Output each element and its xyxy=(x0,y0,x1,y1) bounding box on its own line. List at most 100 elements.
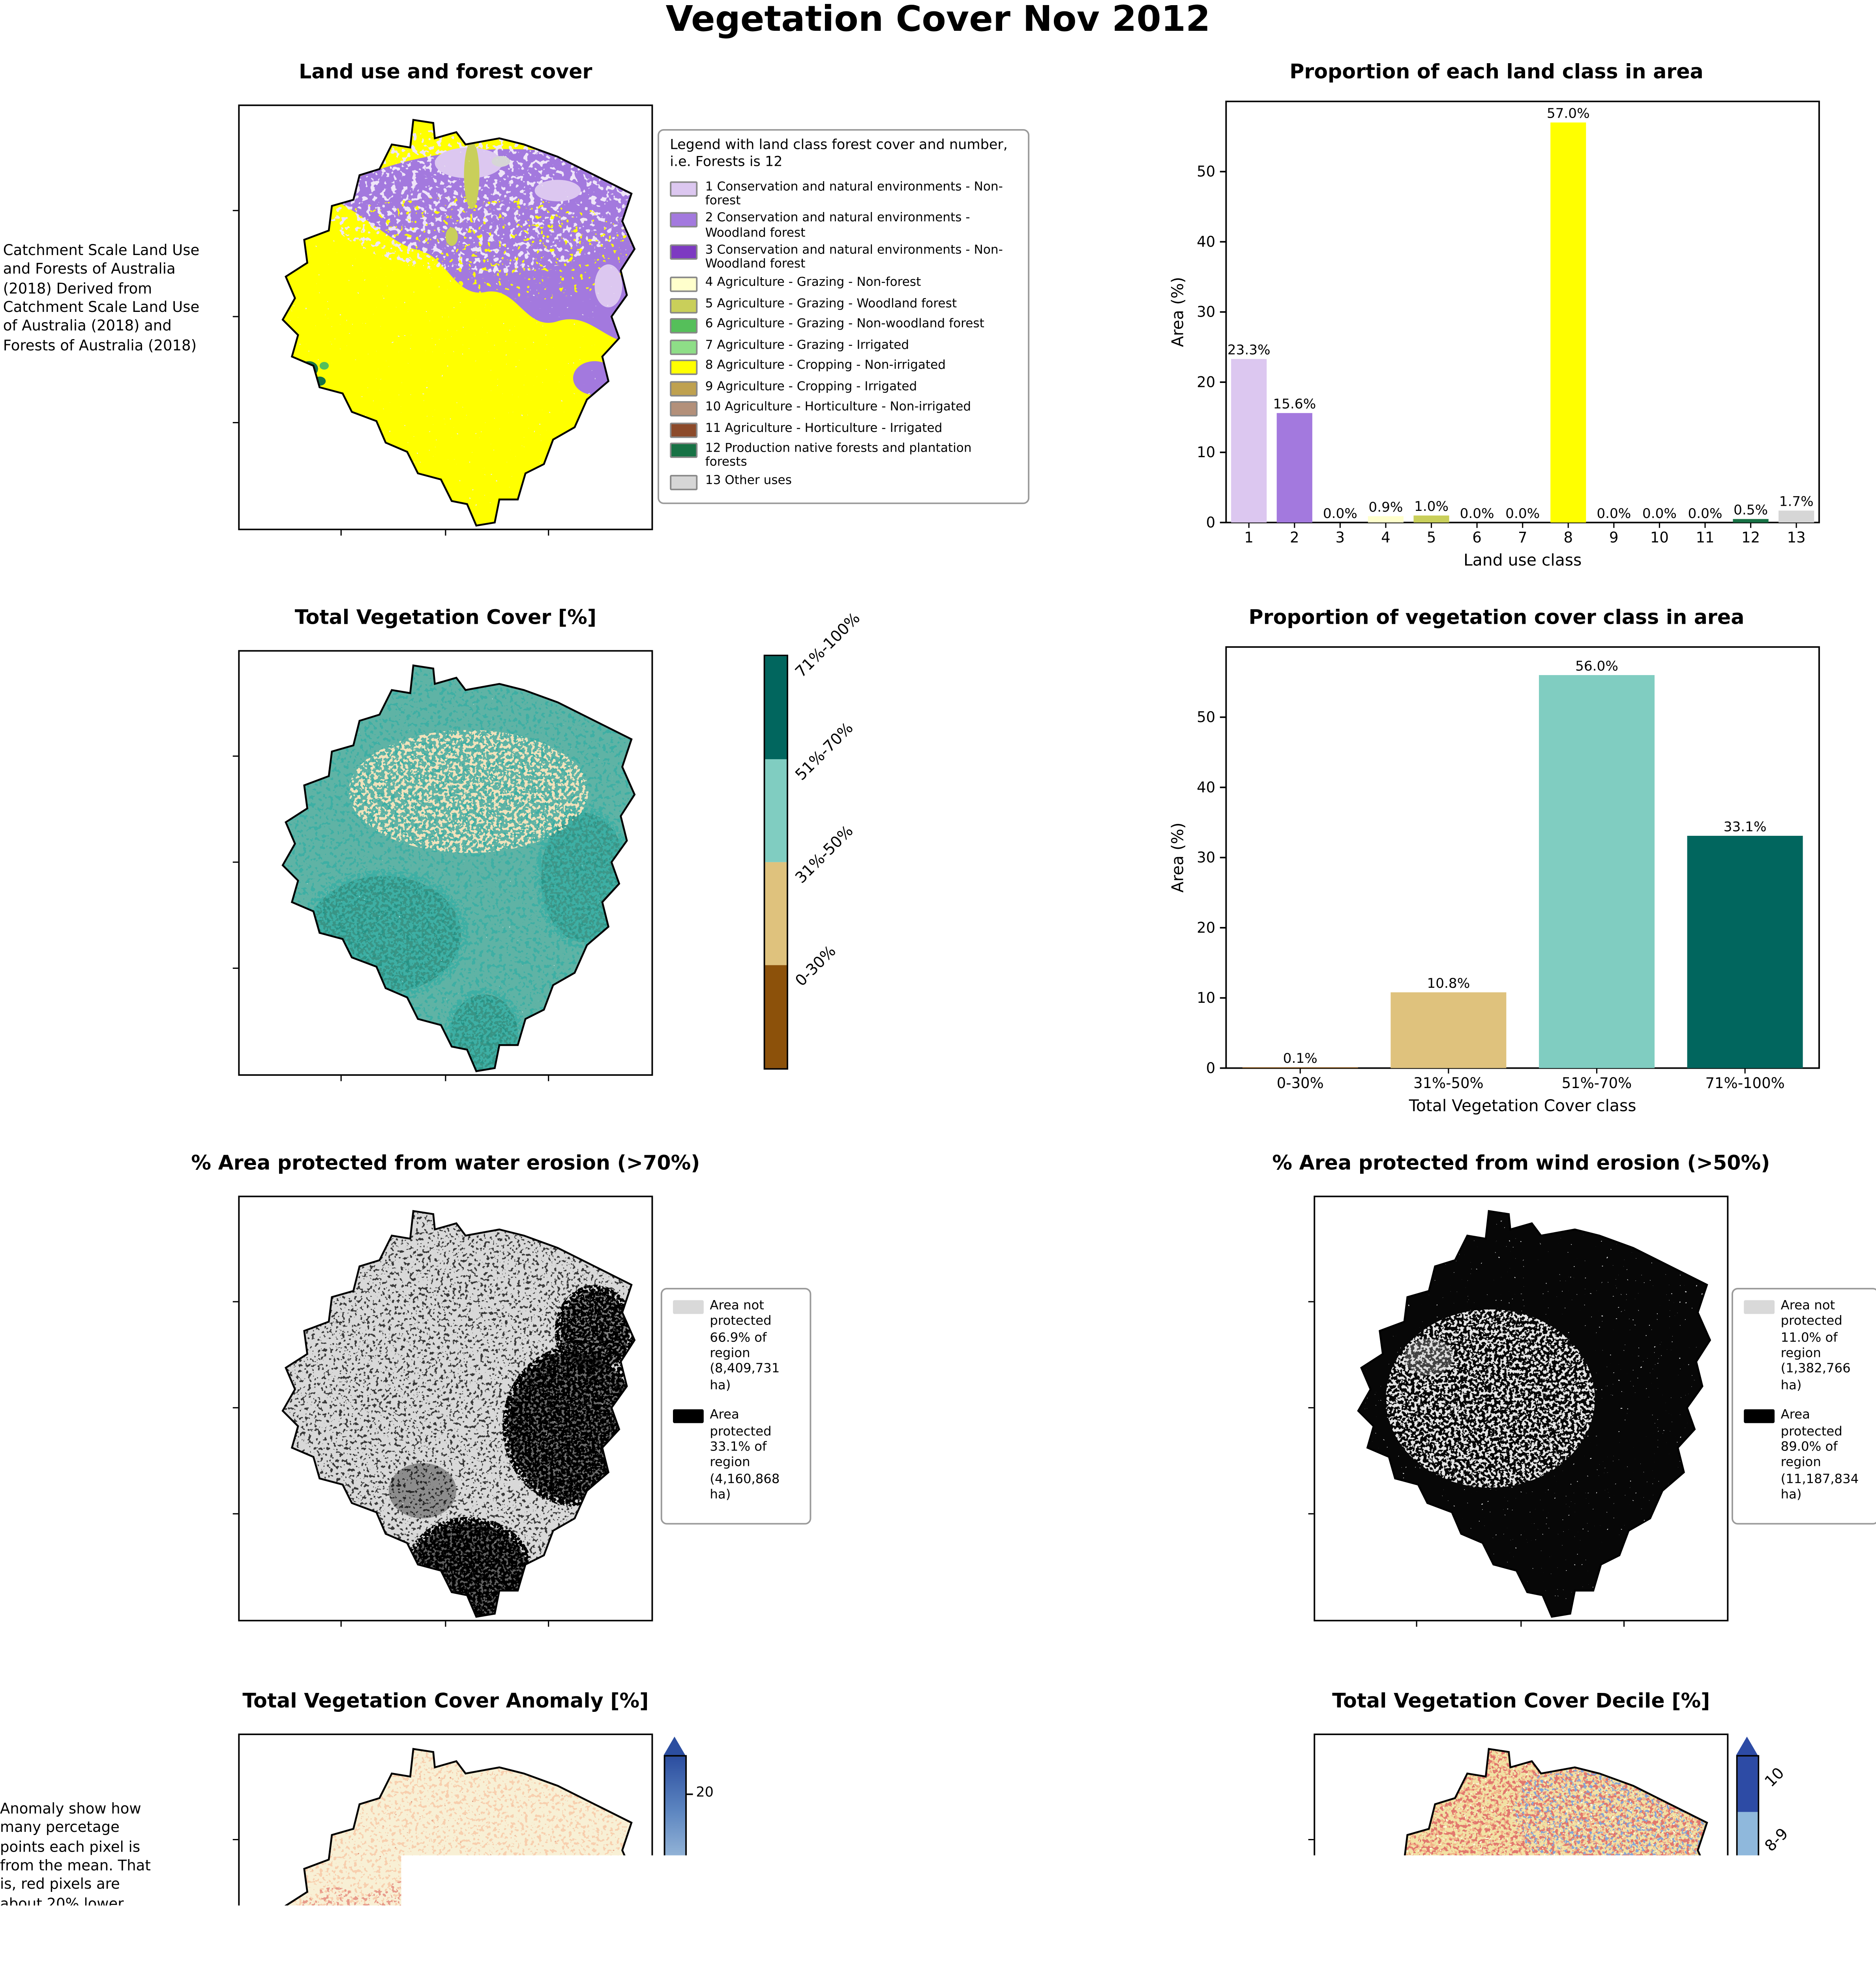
veg-colorbar-segment xyxy=(765,759,787,862)
map-raster xyxy=(238,1734,653,1974)
legend-item: 11 Agriculture - Horticulture - Irrigate… xyxy=(670,420,1017,437)
legend-label: 9 Agriculture - Cropping - Irrigated xyxy=(705,379,1017,396)
decile-colorbar-label: 4-7 xyxy=(1762,1935,1792,1965)
x-tick-label: 6 xyxy=(1472,529,1482,546)
anomaly-map-title: Total Vegetation Cover Anomaly [%] xyxy=(184,1691,707,1713)
bar xyxy=(1550,122,1586,522)
legend-label: Area protected 33.1% of region (4,160,86… xyxy=(710,1406,799,1502)
legend-swatch xyxy=(1744,1409,1775,1423)
map-raster xyxy=(238,1196,653,1621)
y-tick-label: 10 xyxy=(1197,444,1215,461)
y-axis-label: Area (%) xyxy=(1168,277,1187,347)
legend-label: 4 Agriculture - Grazing - Non-forest xyxy=(705,275,1017,292)
veg-colorbar-label: 0-30% xyxy=(793,943,840,990)
wind-erosion-legend-items: Area not protected 11.0% of region (1,38… xyxy=(1744,1297,1867,1502)
legend-item: 7 Agriculture - Grazing - Irrigated xyxy=(670,338,1017,355)
legend-item: 12 Production native forests and plantat… xyxy=(670,441,1017,470)
bar-value-label: 0.0% xyxy=(1688,506,1722,522)
legend-label: 10 Agriculture - Horticulture - Non-irri… xyxy=(705,400,1017,417)
page-title: Vegetation Cover Nov 2012 xyxy=(0,0,1876,40)
colorbar-tick-label: 10 xyxy=(696,1862,714,1877)
bar xyxy=(1733,519,1769,523)
land-use-legend-title: Legend with land class forest cover and … xyxy=(670,138,1017,173)
bar xyxy=(1231,359,1267,522)
legend-swatch xyxy=(670,318,697,334)
legend-item: 2 Conservation and natural environments … xyxy=(670,211,1017,240)
decile-map xyxy=(1314,1734,1728,1974)
x-tick-label: 4 xyxy=(1381,529,1391,546)
legend-item: Area protected 33.1% of region (4,160,86… xyxy=(673,1406,799,1502)
water-erosion-title: % Area protected from water erosion (>70… xyxy=(154,1153,737,1176)
map-speckle-layer xyxy=(1314,1734,1728,1974)
map-graphic xyxy=(238,105,653,530)
legend-label: 7 Agriculture - Grazing - Irrigated xyxy=(705,338,1017,355)
x-tick-label: 71%-100% xyxy=(1705,1075,1785,1092)
legend-swatch xyxy=(670,475,697,490)
decile-note: Deciles show where the pixel value lies … xyxy=(919,1856,1153,1974)
bar xyxy=(1391,992,1506,1068)
legend-label: 12 Production native forests and plantat… xyxy=(705,441,1017,470)
bar-value-label: 0.5% xyxy=(1734,502,1768,518)
map-raster xyxy=(238,105,653,530)
x-tick-label: 1 xyxy=(1244,529,1254,546)
legend-item: 13 Other uses xyxy=(670,473,1017,490)
map-graphic xyxy=(1314,1734,1728,1974)
decile-colorbar-segment xyxy=(1738,1812,1758,1886)
legend-swatch xyxy=(670,339,697,355)
bar-value-label: 0.0% xyxy=(1642,506,1677,522)
bar-value-label: 0.0% xyxy=(1505,506,1540,522)
anomaly-colorbar: 20100-10-20 xyxy=(664,1737,756,1974)
legend-swatch xyxy=(670,381,697,396)
map-graphic xyxy=(238,650,653,1076)
x-tick-label: 0-30% xyxy=(1277,1075,1324,1092)
bar xyxy=(1413,516,1449,523)
colorbar-tick xyxy=(687,1869,692,1871)
bar-value-label: 33.1% xyxy=(1724,819,1767,835)
bar-value-label: 0.9% xyxy=(1368,499,1403,515)
veg-cover-map xyxy=(238,650,653,1076)
legend-item: 8 Agriculture - Cropping - Non-irrigated xyxy=(670,358,1017,375)
legend-item: 10 Agriculture - Horticulture - Non-irri… xyxy=(670,400,1017,417)
land-use-source-note: Catchment Scale Land Use and Forests of … xyxy=(3,243,203,357)
legend-label: 8 Agriculture - Cropping - Non-irrigated xyxy=(705,358,1017,375)
map-graphic xyxy=(1314,1196,1728,1621)
legend-label: 13 Other uses xyxy=(705,473,1017,490)
veg-colorbar-label: 31%-50% xyxy=(793,823,857,888)
x-tick-label: 9 xyxy=(1609,529,1619,546)
decile-colorbar-label: 10 xyxy=(1762,1765,1788,1791)
x-tick-label: 11 xyxy=(1696,529,1714,546)
vegetation-cover-report: Vegetation Cover Nov 2012 Land use and f… xyxy=(0,0,1876,1974)
decile-colorbar: 108-94-72-31 xyxy=(1736,1737,1829,1974)
bar-value-label: 1.7% xyxy=(1779,494,1814,510)
y-tick-label: 30 xyxy=(1197,849,1215,866)
map-graphic xyxy=(238,1196,653,1621)
bar xyxy=(1779,510,1814,522)
veg-cover-chart-title: Proportion of vegetation cover class in … xyxy=(1165,607,1829,630)
map-speckle-layer xyxy=(238,1196,653,1621)
colorbar-tick xyxy=(687,1946,692,1948)
bar-value-label: 0.0% xyxy=(1323,506,1357,522)
legend-label: 11 Agriculture - Horticulture - Irrigate… xyxy=(705,420,1017,437)
colorbar-tick xyxy=(687,1793,692,1795)
bar-chart: 010203040500.1%0-30%10.8%31%-50%56.0%51%… xyxy=(1165,629,1825,1136)
legend-swatch xyxy=(670,443,697,458)
legend-swatch xyxy=(670,360,697,375)
x-tick-label: 3 xyxy=(1336,529,1345,546)
land-use-legend-items: 1 Conservation and natural environments … xyxy=(670,179,1017,490)
land-class-chart-title: Proportion of each land class in area xyxy=(1165,62,1829,84)
x-tick-label: 31%-50% xyxy=(1413,1075,1484,1092)
bar-value-label: 15.6% xyxy=(1273,396,1316,412)
land-use-map xyxy=(238,105,653,530)
wind-erosion-map xyxy=(1314,1196,1728,1621)
legend-item: 1 Conservation and natural environments … xyxy=(670,179,1017,207)
bar-value-label: 10.8% xyxy=(1427,976,1470,991)
x-tick-label: 12 xyxy=(1741,529,1760,546)
x-tick-label: 7 xyxy=(1518,529,1527,546)
map-speckle-layer xyxy=(1314,1196,1728,1621)
legend-item: 9 Agriculture - Cropping - Irrigated xyxy=(670,379,1017,396)
x-tick-label: 13 xyxy=(1787,529,1806,546)
veg-cover-chart: 0 10 20 30 40 50 0.1% 0-30% 10.8% 31%-50% 56.0% 51%… xyxy=(1165,629,1825,1136)
water-erosion-legend-items: Area not protected 66.9% of region (8,40… xyxy=(673,1297,799,1502)
y-tick-label: 10 xyxy=(1197,989,1215,1006)
water-erosion-legend: Area not protected 66.9% of region (8,40… xyxy=(661,1288,811,1525)
